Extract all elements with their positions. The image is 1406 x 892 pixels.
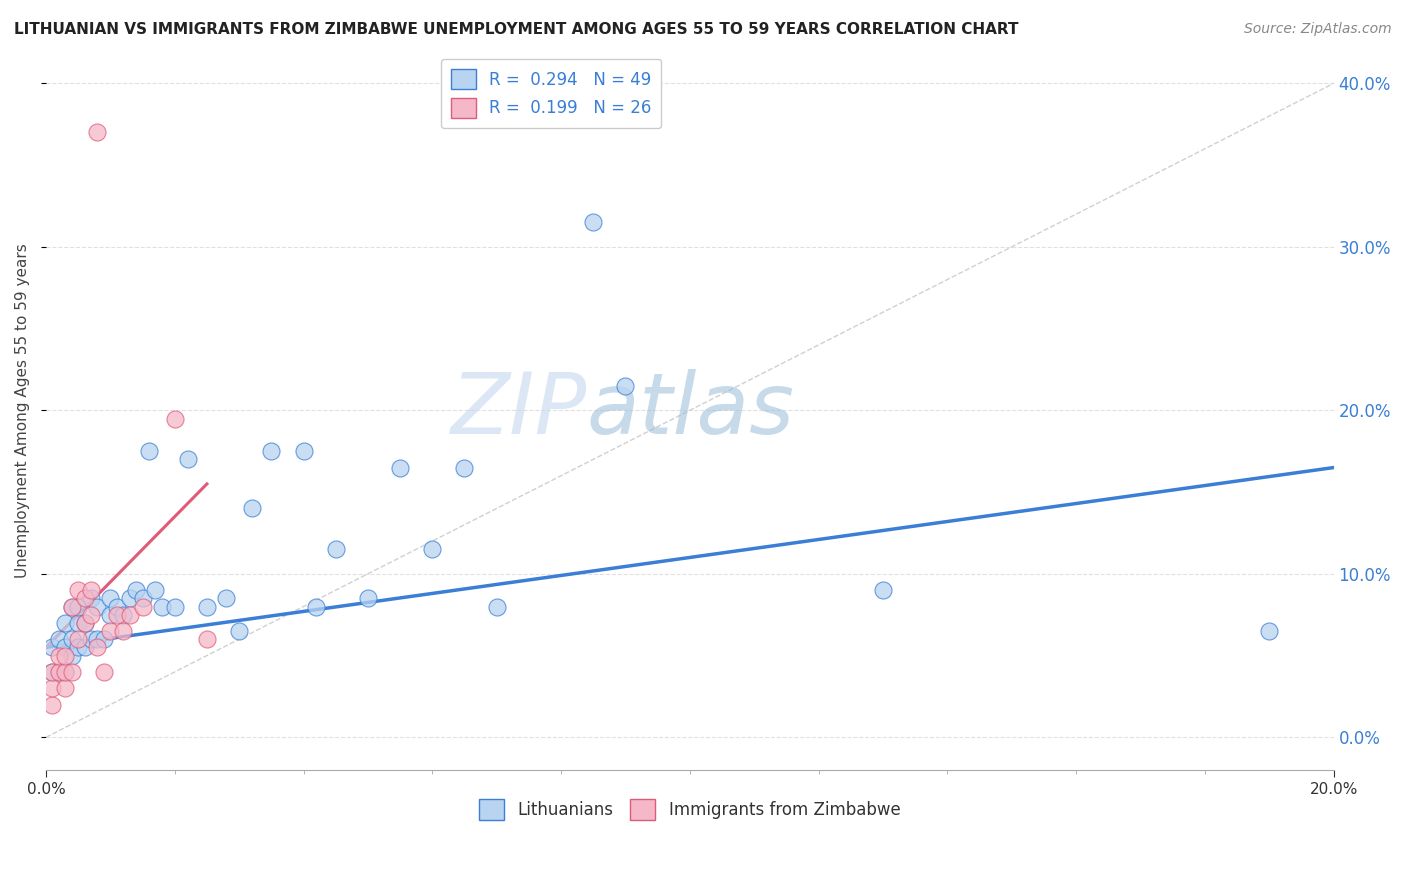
- Point: [53, 615, 76, 630]
- Point: [67, 583, 90, 598]
- Point: [98, 607, 121, 622]
- Point: [73, 591, 96, 606]
- Point: [48, 665, 70, 679]
- Point: [86, 125, 108, 139]
- Point: [453, 460, 475, 475]
- Point: [53, 681, 76, 696]
- Point: [163, 599, 186, 614]
- Point: [163, 411, 186, 425]
- Point: [145, 583, 167, 598]
- Point: [80, 583, 103, 598]
- Text: Source: ZipAtlas.com: Source: ZipAtlas.com: [1244, 22, 1392, 37]
- Point: [614, 379, 637, 393]
- Point: [485, 599, 508, 614]
- Point: [48, 632, 70, 647]
- Text: ZIP: ZIP: [450, 368, 586, 452]
- Point: [67, 599, 90, 614]
- Point: [73, 615, 96, 630]
- Point: [112, 624, 135, 638]
- Point: [125, 583, 148, 598]
- Point: [305, 599, 328, 614]
- Point: [93, 665, 115, 679]
- Point: [53, 648, 76, 663]
- Point: [215, 591, 238, 606]
- Point: [176, 452, 198, 467]
- Text: LITHUANIAN VS IMMIGRANTS FROM ZIMBABWE UNEMPLOYMENT AMONG AGES 55 TO 59 YEARS CO: LITHUANIAN VS IMMIGRANTS FROM ZIMBABWE U…: [14, 22, 1018, 37]
- Point: [228, 624, 250, 638]
- Point: [53, 665, 76, 679]
- Point: [80, 632, 103, 647]
- Point: [1258, 624, 1281, 638]
- Point: [41, 665, 63, 679]
- Point: [582, 215, 605, 229]
- Point: [67, 640, 90, 655]
- Point: [98, 624, 121, 638]
- Point: [80, 591, 103, 606]
- Point: [112, 607, 135, 622]
- Point: [86, 599, 108, 614]
- Point: [105, 607, 128, 622]
- Point: [98, 591, 121, 606]
- Point: [86, 632, 108, 647]
- Point: [240, 501, 263, 516]
- Point: [73, 640, 96, 655]
- Point: [325, 542, 347, 557]
- Point: [60, 599, 83, 614]
- Point: [118, 591, 141, 606]
- Point: [292, 444, 315, 458]
- Point: [131, 599, 153, 614]
- Point: [73, 615, 96, 630]
- Point: [60, 599, 83, 614]
- Point: [48, 648, 70, 663]
- Point: [389, 460, 412, 475]
- Y-axis label: Unemployment Among Ages 55 to 59 years: Unemployment Among Ages 55 to 59 years: [15, 243, 30, 578]
- Point: [41, 681, 63, 696]
- Point: [195, 599, 218, 614]
- Point: [260, 444, 283, 458]
- Point: [118, 607, 141, 622]
- Point: [357, 591, 380, 606]
- Point: [872, 583, 894, 598]
- Point: [67, 632, 90, 647]
- Point: [93, 632, 115, 647]
- Point: [41, 665, 63, 679]
- Point: [138, 444, 160, 458]
- Point: [53, 640, 76, 655]
- Point: [420, 542, 443, 557]
- Point: [105, 599, 128, 614]
- Point: [48, 665, 70, 679]
- Point: [41, 698, 63, 712]
- Point: [86, 640, 108, 655]
- Legend: Lithuanians, Immigrants from Zimbabwe: Lithuanians, Immigrants from Zimbabwe: [472, 793, 907, 826]
- Point: [53, 665, 76, 679]
- Point: [80, 607, 103, 622]
- Point: [67, 615, 90, 630]
- Point: [150, 599, 173, 614]
- Text: atlas: atlas: [586, 368, 794, 452]
- Point: [60, 632, 83, 647]
- Point: [60, 665, 83, 679]
- Point: [195, 632, 218, 647]
- Point: [131, 591, 153, 606]
- Point: [60, 648, 83, 663]
- Point: [41, 640, 63, 655]
